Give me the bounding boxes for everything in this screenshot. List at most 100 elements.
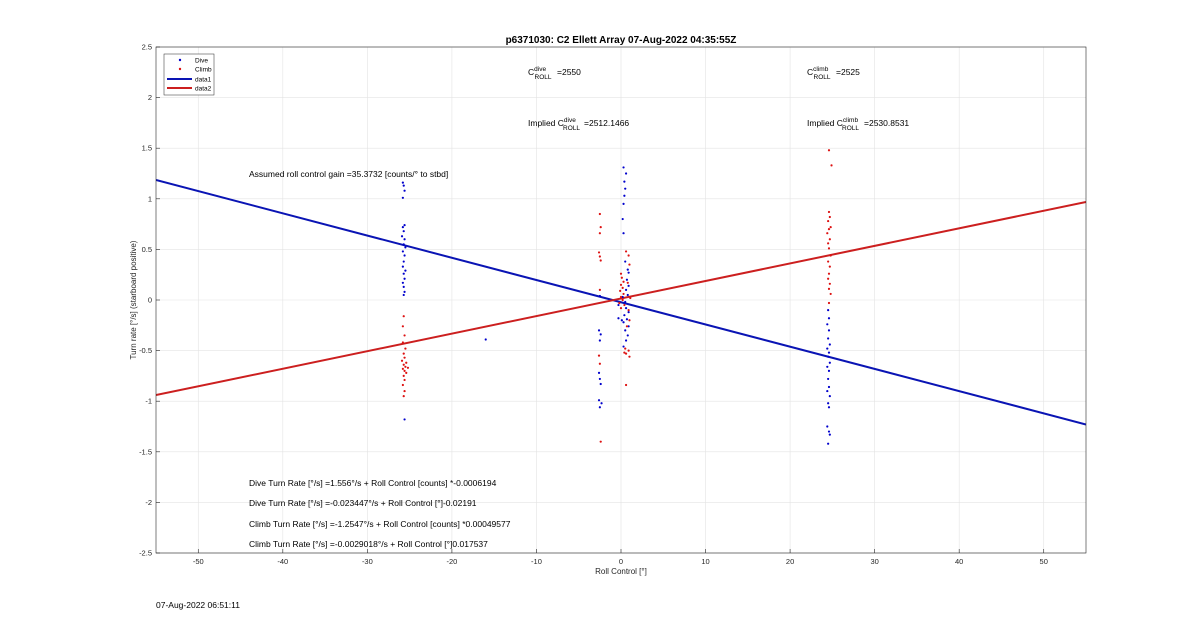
climb-point xyxy=(627,349,630,352)
y-tick-label: 1 xyxy=(148,194,152,203)
climb-point xyxy=(403,389,406,393)
climb-point xyxy=(619,283,623,286)
climb-point xyxy=(828,215,831,219)
climb-point xyxy=(625,325,629,328)
dive-point xyxy=(627,284,630,287)
implied-climb-sup: climb xyxy=(843,117,859,124)
dive-c-roll-sup: dive xyxy=(534,66,546,73)
climb-point xyxy=(827,242,830,245)
climb-point xyxy=(628,355,631,358)
dive-point xyxy=(623,314,626,317)
climb-point xyxy=(619,295,623,299)
dive-point xyxy=(404,246,407,249)
dive-point xyxy=(598,377,601,381)
climb-point xyxy=(599,440,602,443)
dive-point xyxy=(623,194,626,197)
dive-point xyxy=(617,317,620,320)
dive-point xyxy=(621,295,624,299)
climb-point xyxy=(404,365,407,368)
dive-point xyxy=(597,399,601,402)
y-tick-label: -1 xyxy=(145,397,152,406)
dive-point xyxy=(402,272,405,275)
dive-point xyxy=(623,180,626,183)
y-tick-label: 1.5 xyxy=(142,144,152,153)
dive-point xyxy=(404,269,407,272)
data2-fit-line xyxy=(156,200,1086,397)
climb-point xyxy=(401,341,404,344)
climb-point xyxy=(619,306,623,310)
climb-point xyxy=(598,288,601,291)
y-tick-label: 2.5 xyxy=(142,43,152,52)
climb-point xyxy=(624,383,628,387)
dive-point xyxy=(624,306,628,310)
dive-point xyxy=(827,329,831,332)
dive-point xyxy=(401,226,404,229)
legend-dive-label: Dive xyxy=(195,57,208,64)
y-axis-label: Turn rate [°/s] (starboard positive) xyxy=(129,240,138,359)
dive-point xyxy=(826,365,829,368)
y-tick-label: -2.5 xyxy=(139,549,152,558)
dive-point xyxy=(402,230,405,233)
dive-c-roll-prefix: C xyxy=(528,67,534,77)
dive-point xyxy=(622,232,625,235)
dive-point xyxy=(827,385,831,389)
dive-point xyxy=(401,181,404,184)
climb-point xyxy=(827,277,830,280)
dive-point xyxy=(403,254,406,257)
climb-point xyxy=(624,352,628,355)
implied-dive-annotation: Implied Cdive ROLL =2512.1466 xyxy=(528,117,629,132)
climb-point xyxy=(402,395,405,398)
dive-point xyxy=(624,260,627,263)
climb-point xyxy=(828,265,831,268)
dive-point xyxy=(403,277,406,280)
dive-c-roll-sub: ROLL xyxy=(535,74,552,81)
dive-c-roll-annotation: Cdive ROLL =2550 xyxy=(528,66,581,81)
y-tick-label: 0 xyxy=(148,296,152,305)
climb-point xyxy=(622,292,625,296)
climb-point xyxy=(826,232,829,235)
x-tick-label: 10 xyxy=(701,557,709,566)
climb-point xyxy=(403,369,406,372)
fit-lines xyxy=(156,179,1086,426)
climb-point xyxy=(598,362,601,365)
dive-point xyxy=(827,402,830,405)
climb-point xyxy=(827,260,830,263)
y-tick-label: -2 xyxy=(145,498,152,507)
x-tick-label: -10 xyxy=(531,557,542,566)
dive-point xyxy=(827,377,830,381)
climb-point xyxy=(598,255,601,258)
legend-climb-marker xyxy=(178,67,182,71)
dive-point xyxy=(599,382,602,386)
roll-gain-annotation: Assumed roll control gain =35.3732 [coun… xyxy=(249,169,448,179)
y-tick-label: -1.5 xyxy=(139,447,152,456)
legend-dive-marker xyxy=(178,58,182,62)
climb-point xyxy=(830,164,833,167)
dive-point xyxy=(401,281,404,284)
dive-point xyxy=(624,288,628,291)
climb-point xyxy=(402,363,405,366)
dive-point xyxy=(622,345,625,348)
implied-dive-sup: dive xyxy=(564,117,576,124)
climb-point xyxy=(599,259,602,262)
dive-point xyxy=(827,317,831,320)
climb-point xyxy=(619,289,622,292)
dive-point xyxy=(598,406,601,409)
x-tick-label: -50 xyxy=(193,557,204,566)
climb-point xyxy=(624,347,627,350)
dive-point xyxy=(826,425,829,428)
dive-point xyxy=(624,339,628,342)
climb-point xyxy=(827,272,831,275)
dive-point xyxy=(827,369,831,372)
dive-point xyxy=(622,166,625,169)
climb-point xyxy=(404,347,407,350)
dive-point xyxy=(627,271,630,274)
x-tick-label: 0 xyxy=(619,557,623,566)
dive-point xyxy=(484,338,487,341)
dive-point xyxy=(826,389,829,393)
equation-climb-counts: Climb Turn Rate [°/s] =-1.2547°/s + Roll… xyxy=(249,519,511,529)
climb-point xyxy=(827,210,831,214)
climb-point xyxy=(402,315,405,318)
climb-c-roll-annotation: Cclimb ROLL =2525 xyxy=(807,66,860,81)
climb-point xyxy=(828,238,831,241)
climb-point xyxy=(598,232,601,235)
